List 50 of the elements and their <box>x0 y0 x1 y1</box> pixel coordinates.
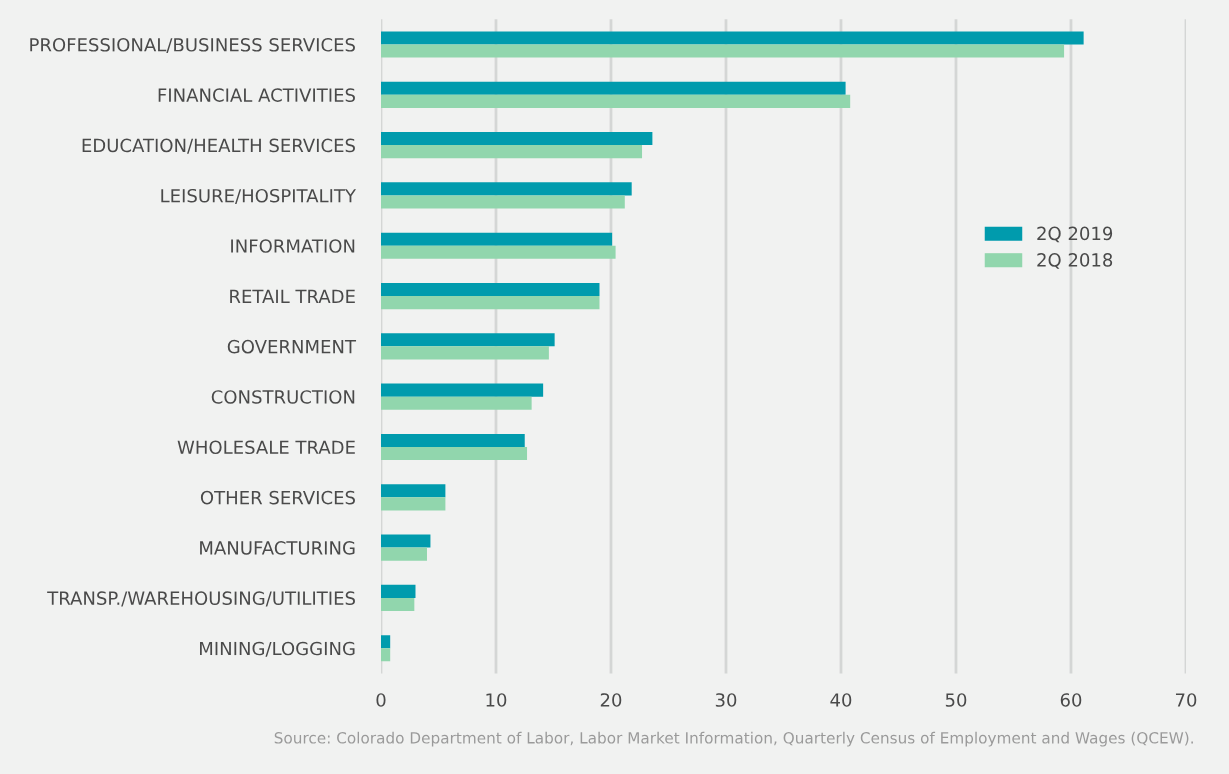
y-tick-label: RETAIL TRADE <box>230 289 355 303</box>
y-tick-label: WHOLESALE TRADE <box>177 440 355 455</box>
y-tick-label: FINANCIAL ACTIVITIES <box>158 88 355 102</box>
bar <box>380 635 391 649</box>
x-tick-label: 50 <box>945 693 967 707</box>
bar <box>380 534 431 548</box>
y-tick-label: MINING/LOGGING <box>200 641 355 657</box>
x-tick-label: 10 <box>486 693 507 707</box>
bar <box>380 282 600 297</box>
y-tick-label: PROFESSIONAL/BUSINESS SERVICES <box>30 37 355 54</box>
x-tick-label: 0 <box>376 693 386 707</box>
y-tick-label: EDUCATION/HEALTH SERVICES <box>82 138 355 154</box>
bar <box>380 346 549 360</box>
y-tick-label: MANUFACTURING <box>200 541 355 555</box>
bar <box>380 296 600 310</box>
bar <box>380 396 532 410</box>
x-tick-label: 40 <box>830 693 852 707</box>
legend-label: 2Q 2019 <box>1037 226 1113 243</box>
x-tick-label: 20 <box>600 693 622 707</box>
bar <box>380 31 1084 45</box>
bar <box>380 433 525 447</box>
bar <box>380 195 625 209</box>
bar <box>380 232 613 246</box>
y-tick-label: GOVERNMENT <box>227 339 357 354</box>
legend-label: 2Q 2018 <box>1037 253 1113 269</box>
y-tick-label: TRANSP./WAREHOUSING/UTILITIES <box>47 591 355 607</box>
x-tick-label: 30 <box>715 693 737 707</box>
bar <box>380 648 391 662</box>
bar <box>380 81 846 95</box>
bar <box>380 132 653 146</box>
y-tick-label: CONSTRUCTION <box>211 390 355 404</box>
bar <box>380 584 416 598</box>
bar <box>380 44 1065 58</box>
y-tick-label: OTHER SERVICES <box>200 490 355 505</box>
y-tick-label: INFORMATION <box>231 239 355 253</box>
bar <box>380 94 851 108</box>
source-note: Source: Colorado Department of Labor, Labor Market Information, Quarterly Census of Employment and Wages (QCEW). <box>274 731 1193 747</box>
bar <box>380 547 427 561</box>
bar <box>380 597 415 611</box>
bar <box>380 145 643 159</box>
x-tick-label: 60 <box>1060 693 1082 707</box>
bar <box>380 484 446 498</box>
bar <box>380 333 555 347</box>
bar <box>380 446 528 461</box>
bar <box>380 245 616 259</box>
bar <box>380 383 544 397</box>
y-tick-label: LEISURE/HOSPITALITY <box>161 188 357 204</box>
x-tick-label: 70 <box>1175 693 1197 707</box>
bar <box>380 497 446 511</box>
bar <box>380 182 632 196</box>
